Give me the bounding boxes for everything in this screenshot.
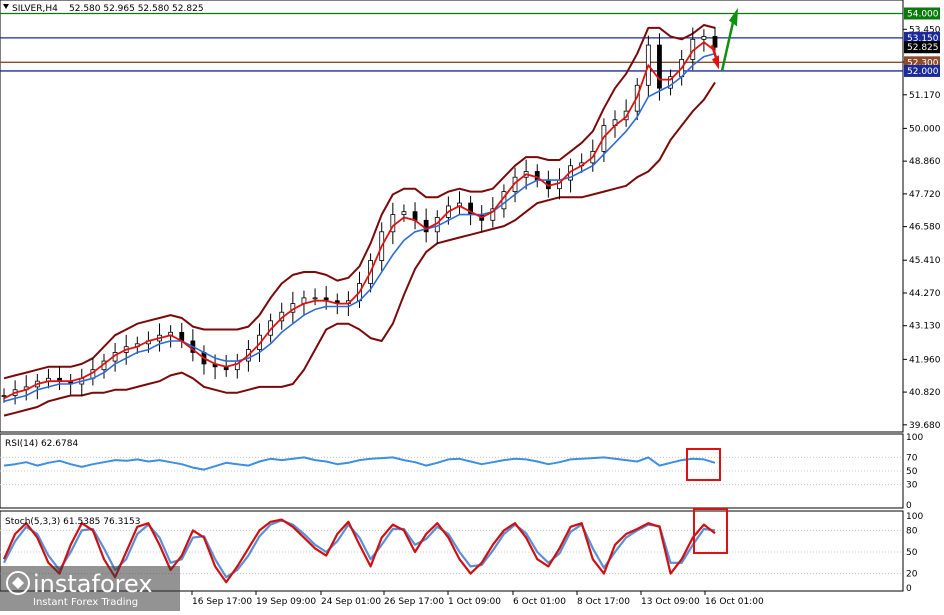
- rsi-tick-label-0: 100: [906, 433, 923, 443]
- price-tick-label-10: 41.960: [909, 355, 941, 365]
- price-bar-body-38: [423, 219, 429, 233]
- price-tick-label-11: 40.820: [909, 388, 941, 398]
- time-tick-label-3: 26 Sep 17:00: [384, 597, 444, 607]
- price-bar-body-36: [401, 211, 407, 215]
- level-label-1: 53.150: [907, 34, 939, 44]
- time-tick-label-7: 13 Oct 09:00: [641, 597, 700, 607]
- chart-header: SILVER,H4 52.580 52.965 52.580 52.825: [3, 4, 204, 14]
- stoch-tick-label-1: 80: [906, 526, 918, 536]
- bollinger-lower-line: [3, 81, 716, 417]
- level-label-2: 52.825: [907, 43, 939, 53]
- level-label-bg-0: [904, 7, 940, 20]
- stoch-highlight-box: [693, 508, 728, 554]
- price-tick-label-3: 50.000: [909, 124, 941, 134]
- price-tick-label-2: 51.170: [909, 91, 941, 101]
- ma-slow-line: [3, 52, 716, 403]
- watermark-brand: instaforex: [33, 570, 153, 598]
- stoch-tick-label-3: 20: [906, 570, 918, 580]
- price-tick-label-7: 45.410: [909, 256, 941, 266]
- price-axis: 53.45052.31051.17050.00048.86047.72046.5…: [903, 25, 941, 431]
- rsi-indicator: 100 70 50 30 0: [0, 433, 923, 511]
- ma-fast-line: [3, 41, 716, 400]
- instaforex-logo-icon: [6, 571, 30, 595]
- level-label-bg-2: [904, 41, 940, 54]
- rsi-highlight-box: [686, 448, 721, 481]
- level-label-0: 54.000: [907, 9, 939, 19]
- stoch-tick-label-4: 0: [906, 584, 912, 594]
- ohlc-label: 52.580 52.965 52.580 52.825: [69, 4, 204, 14]
- time-axis: 16 Sep 17:00 19 Sep 09:00 24 Sep 01:00 26 S…: [191, 591, 764, 607]
- price-bar-body-63: [701, 36, 707, 40]
- instaforex-watermark: instaforex Instant Forex Trading: [0, 566, 180, 611]
- price-bar-body-37: [412, 211, 418, 221]
- arrow-down-icon: [712, 55, 719, 70]
- time-tick-label-8: 16 Oct 01:00: [705, 597, 764, 607]
- stoch-label: Stoch(5,3,3) 61.5385 76.3153: [5, 517, 140, 527]
- instaforex-logo-mark-icon: [12, 577, 24, 589]
- bollinger-upper-line: [3, 24, 716, 380]
- price-bar-body-44: [490, 208, 496, 221]
- time-tick-label-1: 19 Sep 09:00: [256, 597, 316, 607]
- level-lines: [0, 12, 903, 72]
- time-tick-label-5: 6 Oct 01:00: [513, 597, 566, 607]
- level-label-bg-1: [904, 31, 940, 44]
- rsi-label: RSI(14) 62.6784: [5, 439, 78, 449]
- level-label-4: 52.000: [907, 67, 939, 77]
- price-bar-body-64: [712, 36, 718, 48]
- price-tick-label-5: 47.720: [909, 190, 941, 200]
- price-bar-body-60: [668, 76, 673, 89]
- price-tick-label-9: 43.130: [909, 322, 941, 332]
- time-tick-label-0: 16 Sep 17:00: [192, 597, 252, 607]
- price-bar-body-35: [390, 214, 396, 233]
- arrow-up-icon: [729, 7, 738, 27]
- moving-averages: [3, 41, 716, 403]
- bollinger-bands: [3, 24, 716, 417]
- price-tick-label-0: 53.450: [909, 25, 941, 35]
- watermark-background: [0, 566, 180, 611]
- price-bar-body-0: [1, 395, 7, 397]
- watermark-tagline: Instant Forex Trading: [33, 597, 138, 608]
- rsi-tick-label-1: 70: [906, 453, 918, 463]
- main-panel: [0, 0, 904, 433]
- price-tick-label-8: 44.270: [909, 289, 941, 299]
- dropdown-triangle-icon: [3, 4, 9, 9]
- stoch-main-line: [2, 518, 716, 584]
- level-label-bg-3: [904, 56, 940, 69]
- price-bar-body-28: [312, 297, 318, 300]
- arrow-up-shaft: [720, 17, 736, 72]
- price-tick-label-12: 39.680: [909, 421, 941, 431]
- rsi-tick-label-2: 50: [906, 467, 918, 477]
- rsi-tick-label-4: 0: [906, 501, 912, 511]
- price-bar-body-59: [657, 44, 662, 89]
- stoch-tick-label-2: 50: [906, 548, 918, 558]
- stoch-tick-label-0: 100: [906, 512, 923, 522]
- level-label-3: 52.300: [907, 58, 939, 68]
- time-tick-label-6: 8 Oct 17:00: [577, 597, 630, 607]
- price-tick-label-4: 48.860: [909, 157, 941, 167]
- rsi-line: [3, 456, 716, 471]
- price-tick-label-6: 46.580: [909, 223, 941, 233]
- rsi-tick-label-3: 30: [906, 481, 918, 491]
- symbol-label: SILVER,H4: [12, 4, 58, 14]
- level-label-bg-4: [904, 64, 940, 77]
- forecast-arrows: [710, 7, 738, 72]
- time-tick-label-2: 24 Sep 01:00: [321, 597, 381, 607]
- time-tick-label-4: 1 Oct 09:00: [448, 597, 501, 607]
